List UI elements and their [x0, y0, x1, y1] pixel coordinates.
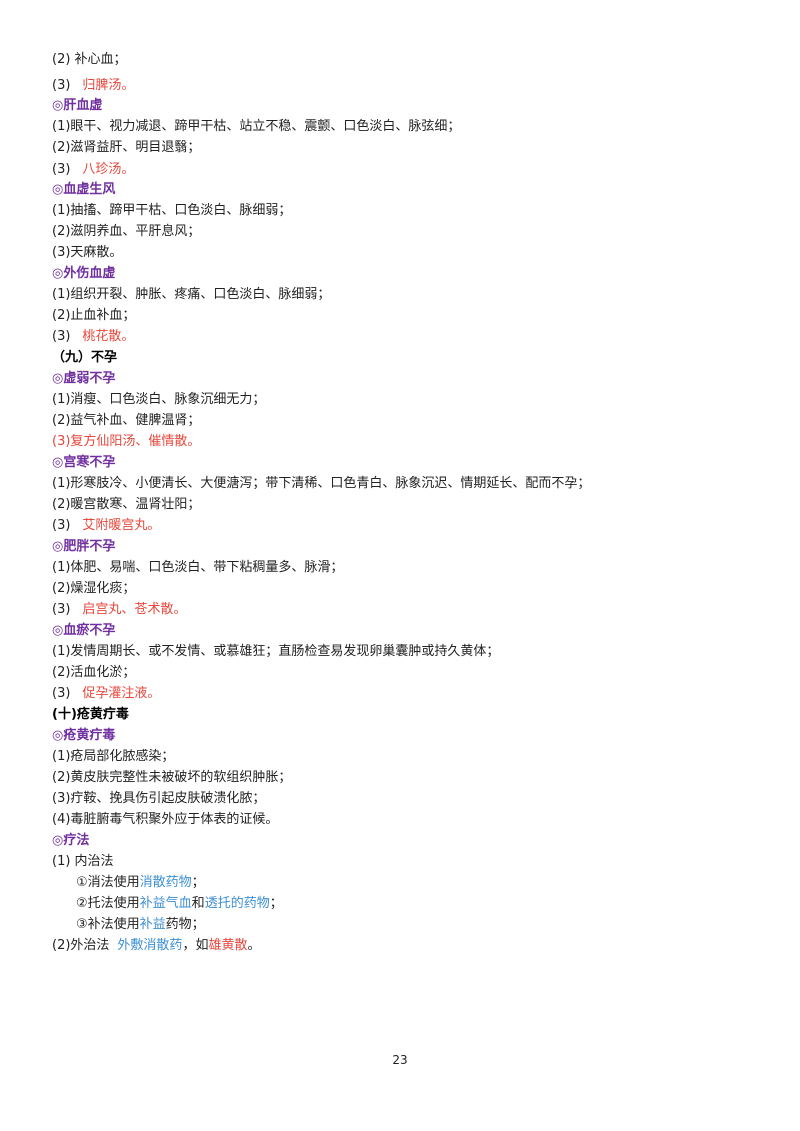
item-number: (3): [52, 329, 71, 344]
highlight: 透托的药物: [204, 896, 270, 911]
text-line: (3) 促孕灌注液。: [52, 684, 160, 704]
text-line: (1) 内治法: [52, 854, 114, 869]
prescription: 艾附暖宫丸。: [82, 518, 161, 533]
subheading: ◎疮黄疔毒: [52, 728, 116, 743]
item-number: (3): [52, 686, 71, 701]
text-line: (3)天麻散。: [52, 245, 123, 260]
text-line: (2)暖宫散寒、温肾壮阳；: [52, 497, 201, 512]
subheading: ◎血虚生风: [52, 182, 116, 197]
text-span: ②托法使用: [76, 896, 140, 911]
section-title: (十)疮黄疔毒: [52, 707, 129, 722]
prescription: 苍术散。: [134, 602, 187, 617]
item-number: (3): [52, 602, 71, 617]
subheading: ◎宫寒不孕: [52, 455, 116, 470]
text-line: (2) 补心血；: [52, 52, 127, 67]
prescription: 桃花散。: [82, 329, 135, 344]
item-number: (3): [52, 518, 71, 533]
text-line: (1)疮局部化脓感染；: [52, 749, 175, 764]
page-number: 23: [392, 1053, 408, 1067]
highlight: 消散药物: [139, 875, 192, 890]
text-line: (1)眼干、视力减退、蹄甲干枯、站立不稳、震颤、口色淡白、脉弦细；: [52, 119, 461, 134]
prescription: 启宫丸、: [82, 602, 135, 617]
text-line: (4)毒脏腑毒气积聚外应于体表的证候。: [52, 812, 279, 827]
text-line: (1)形寒肢冷、小便清长、大便溏泻；带下清稀、口色青白、脉象沉迟、情期延长、配而…: [52, 476, 591, 491]
prescription: 雄黄散: [208, 938, 248, 953]
text-line: (2)滋阴养血、平肝息风；: [52, 224, 201, 239]
text-line: (2)益气补血、健脾温肾；: [52, 413, 201, 428]
text-span: ；: [191, 875, 205, 890]
text-span: ③补法使用: [76, 917, 140, 932]
highlight: 外敷消散药: [117, 938, 183, 953]
highlight: 补益气血: [139, 896, 192, 911]
text-line: (2)黄皮肤完整性未被破坏的软组织肿胀；: [52, 770, 292, 785]
text-line: (3)复方仙阳汤、催情散。: [52, 434, 201, 449]
text-line: (2)外治法 外敷消散药，如雄黄散。: [52, 936, 260, 956]
subheading: ◎肝血虚: [52, 98, 103, 113]
item-number: (3): [52, 162, 71, 177]
text-line: (1)体肥、易喘、口色淡白、带下粘稠量多、脉滑；: [52, 560, 344, 575]
text-span: 。: [247, 938, 261, 953]
text-span: (2)外治法: [52, 938, 110, 953]
text-line: (2)活血化淤；: [52, 665, 136, 680]
subheading: ◎虚弱不孕: [52, 371, 116, 386]
text-line: (1)发情周期长、或不发情、或慕雄狂；直肠检查易发现卵巢囊肿或持久黄体；: [52, 644, 500, 659]
text-span: ，如: [182, 938, 209, 953]
prescription: 归脾汤。: [82, 78, 135, 93]
text-line: (2)燥湿化痰；: [52, 581, 136, 596]
subheading: ◎肥胖不孕: [52, 539, 116, 554]
text-span: ①消法使用: [76, 875, 140, 890]
text-line: (3) 启宫丸、苍术散。: [52, 600, 186, 620]
text-line: (1)组织开裂、肿胀、疼痛、口色淡白、脉细弱；: [52, 287, 331, 302]
text-line: (3) 八珍汤。: [52, 160, 134, 180]
item-number: (3): [52, 78, 71, 93]
subheading: ◎血瘀不孕: [52, 623, 116, 638]
subheading: ◎疗法: [52, 833, 90, 848]
text-span: 和: [191, 896, 205, 911]
text-line: (1)抽搐、蹄甲干枯、口色淡白、脉细弱；: [52, 203, 292, 218]
text-line: (3)疔鞍、挽具伤引起皮肤破溃化脓；: [52, 791, 266, 806]
text-line: (3) 桃花散。: [52, 327, 134, 347]
text-span: ；: [269, 896, 283, 911]
highlight: 补益: [139, 917, 166, 932]
text-line: ②托法使用补益气血和透托的药物；: [76, 894, 283, 914]
text-line: (2)滋肾益肝、明目退翳；: [52, 140, 201, 155]
text-line: ①消法使用消散药物；: [76, 873, 205, 893]
text-line: ③补法使用补益药物；: [76, 915, 205, 935]
text-line: (1)消瘦、口色淡白、脉象沉细无力；: [52, 392, 266, 407]
section-title: （九）不孕: [52, 350, 118, 365]
text-line: (2)止血补血；: [52, 308, 136, 323]
prescription: 促孕灌注液。: [82, 686, 161, 701]
subheading: ◎外伤血虚: [52, 266, 116, 281]
text-span: 药物；: [165, 917, 205, 932]
text-line: (3) 归脾汤。: [52, 76, 134, 96]
prescription: 八珍汤。: [82, 162, 135, 177]
text-line: (3) 艾附暖宫丸。: [52, 516, 160, 536]
